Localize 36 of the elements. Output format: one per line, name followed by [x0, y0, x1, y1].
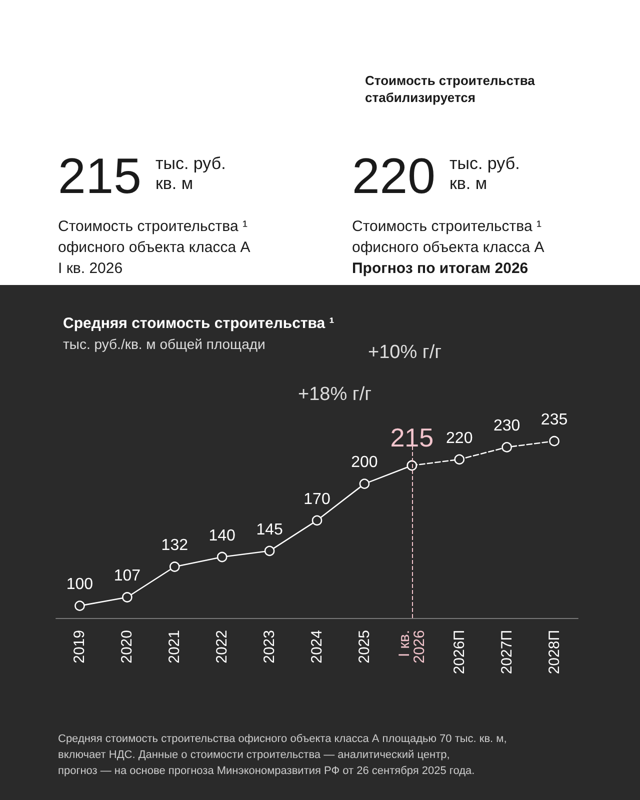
data-label: 220 [446, 430, 473, 447]
x-tick-label: 2025 [356, 630, 373, 664]
data-label: 200 [351, 454, 378, 472]
text: Стоимость строительства ¹ офисного объекта класса А [58, 217, 252, 258]
data-label: 132 [161, 537, 188, 554]
x-tick-label: 2020 [118, 630, 136, 664]
x-tick-label: 2021 [166, 630, 184, 664]
data-label: 230 [493, 418, 520, 435]
x-tick-label: 2026П [450, 630, 468, 674]
chart-subtitle: тыс. руб./кв. м общей площади [63, 336, 266, 352]
data-label: 145 [256, 521, 283, 538]
text: +18% г/г [298, 384, 372, 405]
data-label: 170 [304, 490, 330, 508]
data-label: 107 [114, 568, 141, 585]
text: I кв. 2026 [58, 259, 124, 279]
x-tick-label: I кв. 2026 [396, 630, 428, 664]
x-tick-label: 2028П [546, 630, 563, 674]
data-label: 140 [208, 527, 236, 544]
text: 215 [58, 148, 142, 204]
chart-title: Средняя стоимость строительства ¹ [63, 315, 334, 332]
text: Прогноз по итогам 2026 [352, 259, 530, 279]
text: тыс. руб. кв. м [449, 154, 520, 194]
x-tick-label: 2027П [498, 630, 516, 674]
x-tick-label: 2023 [261, 630, 278, 664]
x-tick-label: 2019 [71, 630, 88, 664]
data-label: 235 [540, 411, 568, 428]
x-tick-label: 2024 [308, 630, 326, 664]
x-tick-label: 2022 [214, 630, 231, 664]
text: тыс. руб. кв. м [155, 154, 226, 194]
text: Средняя стоимость строительства офисного объекта класса А площадью 70 тыс. кв. м, включает НДС. Данные о стоимости строительства — аналитический центр, прогноз — на основе прогноза Минэкономразвития РФ от 26 сентября 2025 года. [58, 733, 507, 777]
data-label: 215 [390, 422, 434, 452]
text: Стоимость строительства ¹ офисного объекта класса А [352, 217, 546, 258]
text: Стоимость строительства стабилизируется [365, 72, 536, 106]
text: +10% г/г [368, 342, 442, 363]
text: 220 [352, 148, 436, 204]
data-label: 100 [66, 576, 94, 594]
